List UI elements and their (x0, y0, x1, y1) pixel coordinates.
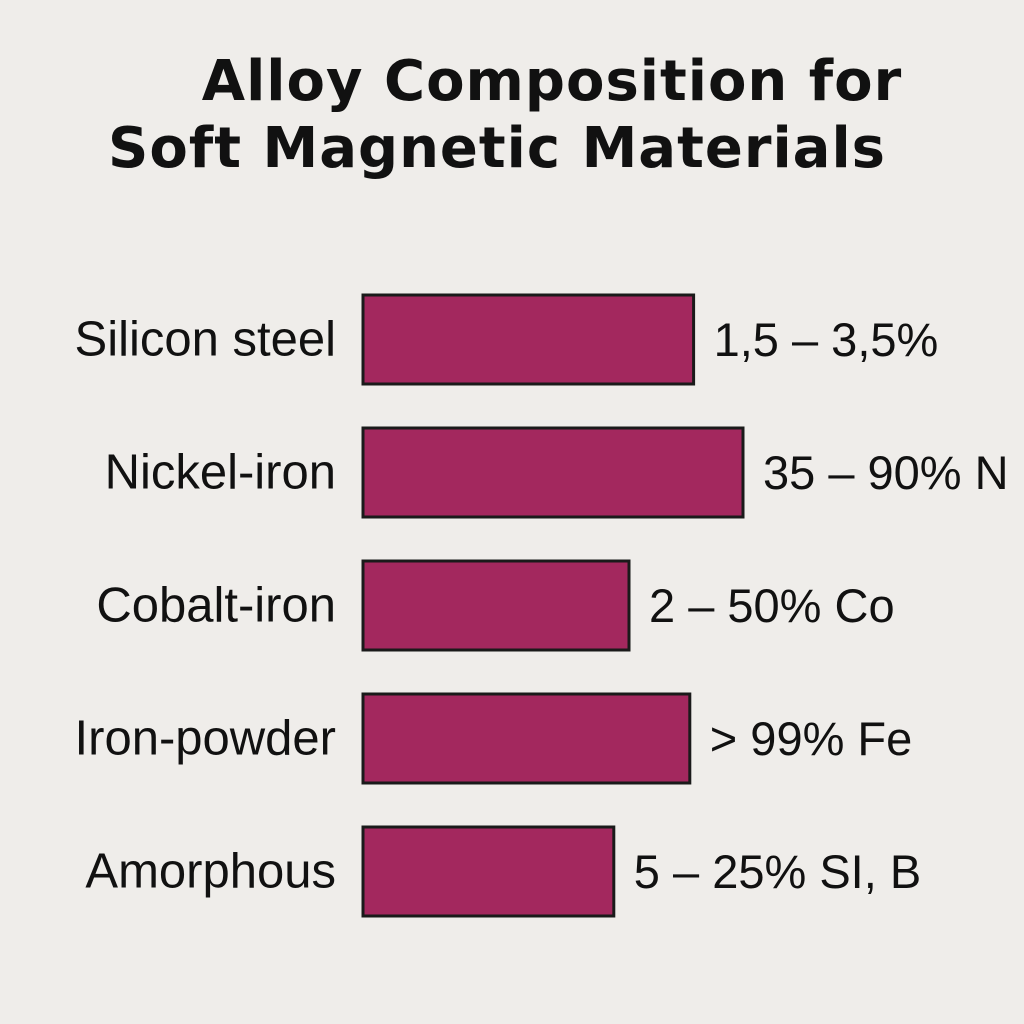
bar-iron-powder (361, 692, 692, 785)
value-label: 2 – 50% Co (649, 579, 895, 632)
value-label: > 99% Fe (710, 712, 912, 765)
bar-cobalt-iron (361, 559, 631, 652)
bar-amorphous (361, 825, 616, 918)
value-label: 1,5 – 3,5% (714, 313, 939, 366)
value-label: 5 – 25% SI, B (634, 845, 921, 898)
category-label: Silicon steel (75, 313, 336, 367)
chart-title: Alloy Composition for Soft Magnetic Mate… (0, 48, 1024, 182)
bar-nickel-iron (361, 426, 745, 519)
category-label: Nickel-iron (105, 446, 336, 500)
category-label: Iron-powder (75, 712, 336, 766)
chart-title-line-2: Soft Magnetic Materials (108, 116, 886, 182)
category-label: Cobalt-iron (96, 579, 336, 633)
bar-silicon-steel (361, 293, 696, 386)
category-label: Amorphous (85, 845, 336, 899)
value-label: 35 – 90% N (763, 446, 1009, 499)
chart-title-line-1: Alloy Composition for (201, 49, 903, 114)
